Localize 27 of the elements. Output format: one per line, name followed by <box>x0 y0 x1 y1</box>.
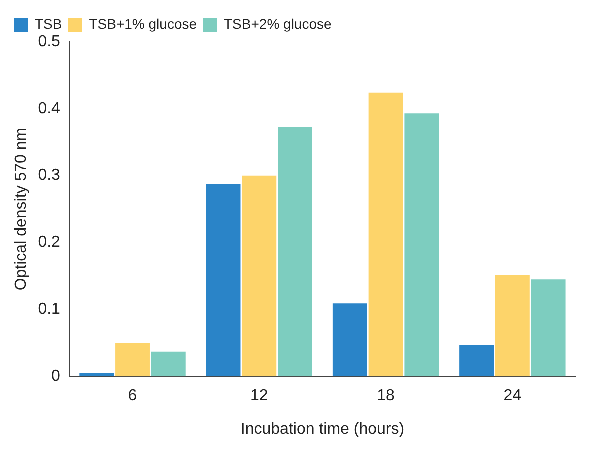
bar <box>242 176 277 377</box>
y-tick-label: 0.3 <box>38 167 61 184</box>
bar <box>151 352 186 377</box>
x-tick-label: 24 <box>504 388 522 405</box>
bar <box>404 114 440 377</box>
x-tick-label: 12 <box>250 388 268 405</box>
legend-label: TSB <box>35 16 62 32</box>
y-axis-title: Optical density 570 nm <box>13 128 30 291</box>
bar <box>368 92 404 377</box>
y-tick-label: 0.1 <box>38 301 61 318</box>
legend-label: TSB+1% glucose <box>89 16 198 32</box>
legend-label: TSB+2% glucose <box>224 16 332 32</box>
bar <box>460 345 494 377</box>
bar <box>206 184 241 377</box>
x-tick-label: 18 <box>377 388 396 405</box>
x-tick-label: 6 <box>128 388 138 405</box>
y-tick-label: 0.4 <box>38 100 61 118</box>
y-tick-label: 0.2 <box>38 234 61 252</box>
y-tick-label: 0.5 <box>38 33 61 50</box>
bar <box>80 373 114 377</box>
x-axis-title: Incubation time (hours) <box>240 420 405 438</box>
y-tick-label: 0 <box>52 368 61 386</box>
bar <box>116 343 150 377</box>
bar <box>332 304 368 377</box>
bar <box>278 126 313 377</box>
bar <box>531 280 566 377</box>
bar <box>495 276 530 377</box>
